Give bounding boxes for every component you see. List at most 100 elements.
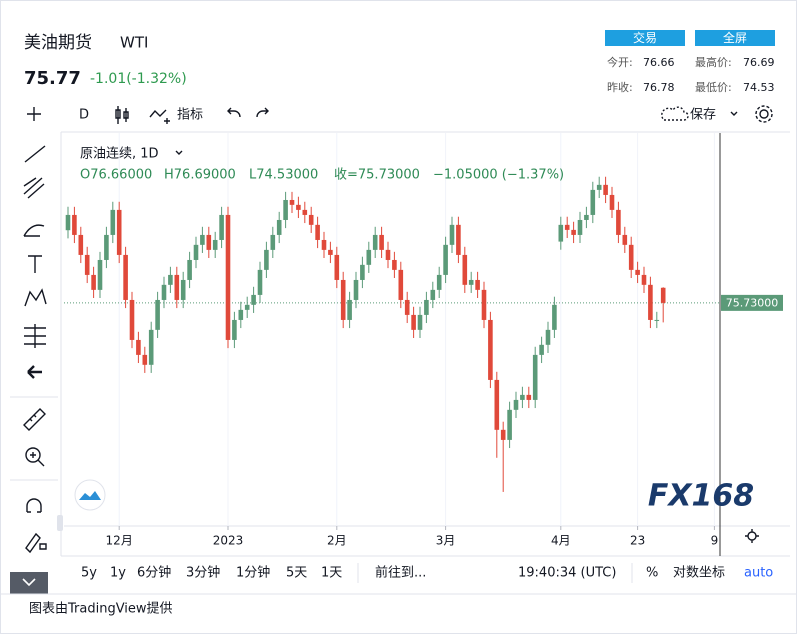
indicators[interactable]: 指标 bbox=[177, 108, 203, 123]
goto[interactable]: 前往到... bbox=[375, 565, 426, 581]
candle-body bbox=[308, 214, 314, 225]
fullscreen-button[interactable] bbox=[695, 30, 775, 46]
stat-label: 最高价: bbox=[695, 55, 732, 69]
candle-body bbox=[104, 234, 109, 260]
percent-toggle[interactable]: % bbox=[646, 566, 658, 581]
price-label: 75.73000 bbox=[726, 296, 779, 309]
tv-logo[interactable] bbox=[74, 479, 106, 511]
price-label-box bbox=[721, 294, 783, 311]
candle-body bbox=[123, 254, 128, 300]
candle-body bbox=[366, 249, 372, 265]
candle-body bbox=[494, 379, 500, 430]
range-5d[interactable]: 5天 bbox=[286, 566, 307, 581]
candle-body bbox=[72, 214, 77, 235]
crosshair-icon[interactable] bbox=[27, 107, 41, 121]
forecast-icon[interactable] bbox=[24, 324, 46, 348]
settings-icon[interactable] bbox=[759, 109, 769, 119]
candle-body bbox=[526, 394, 532, 400]
candles-icon[interactable] bbox=[115, 106, 129, 124]
x-tick-label: 2月 bbox=[327, 534, 347, 548]
settings-icon[interactable] bbox=[755, 105, 773, 123]
fullscreen-button-label[interactable]: 全屏 bbox=[723, 30, 747, 45]
undo-icon[interactable] bbox=[227, 107, 241, 118]
pattern-icon[interactable] bbox=[24, 288, 47, 307]
x-tick-label: 12月 bbox=[106, 534, 133, 548]
tv-logo-mark[interactable] bbox=[79, 491, 101, 500]
candle-body bbox=[257, 269, 263, 295]
brush-icon[interactable] bbox=[23, 224, 45, 237]
candle-body bbox=[347, 299, 352, 320]
chart-title: 原油连续, 1D bbox=[80, 146, 159, 162]
bottom-bar: 5y 1y 6分钟 3分钟 1分钟 5天 1天 前往到... 19:40:34 … bbox=[0, 563, 797, 617]
collapse-button[interactable] bbox=[10, 572, 48, 594]
range-5y[interactable]: 5y bbox=[81, 566, 97, 581]
candle-body bbox=[136, 339, 141, 355]
axis-settings-icon[interactable] bbox=[745, 529, 759, 543]
credit: 图表由TradingView提供 bbox=[29, 601, 173, 617]
stat-value: 76.66 bbox=[643, 56, 675, 69]
x-tick-label: 23 bbox=[630, 534, 645, 548]
back-icon[interactable] bbox=[27, 365, 42, 379]
range-1y[interactable]: 1y bbox=[110, 566, 126, 581]
trend-icon[interactable] bbox=[24, 145, 46, 163]
trade-button[interactable] bbox=[605, 30, 685, 46]
candle-body bbox=[564, 224, 570, 230]
candle-body bbox=[596, 184, 602, 190]
candle-body bbox=[289, 199, 295, 205]
ruler-icon[interactable] bbox=[23, 408, 46, 431]
text-icon[interactable] bbox=[28, 255, 42, 273]
candle-body bbox=[372, 234, 378, 250]
interval-menu[interactable] bbox=[175, 150, 183, 155]
candle-body bbox=[200, 234, 205, 245]
cloud-icon[interactable] bbox=[661, 106, 689, 121]
range-3m[interactable]: 3分钟 bbox=[186, 565, 220, 581]
candle-body bbox=[539, 344, 544, 355]
candle-body bbox=[334, 254, 340, 280]
candle-body bbox=[340, 279, 346, 320]
candle-body bbox=[571, 229, 576, 235]
log-toggle[interactable]: 对数坐标 bbox=[673, 566, 725, 581]
candle-body bbox=[219, 214, 224, 240]
save-menu[interactable] bbox=[730, 111, 738, 116]
lock-draw-icon[interactable] bbox=[25, 532, 47, 554]
stat-label: 最低价: bbox=[695, 81, 732, 94]
symbol: WTI bbox=[120, 34, 148, 52]
range-1m[interactable]: 1分钟 bbox=[236, 565, 270, 581]
trade-button-label[interactable]: 交易 bbox=[633, 30, 657, 45]
candle-body bbox=[174, 274, 180, 300]
range-6m[interactable]: 6分钟 bbox=[137, 565, 171, 581]
candle-body bbox=[65, 214, 71, 231]
candle-body bbox=[635, 269, 640, 275]
candle-body bbox=[603, 184, 608, 195]
fib-icon[interactable] bbox=[23, 177, 45, 199]
candle-body bbox=[449, 224, 455, 245]
panel-handle[interactable] bbox=[57, 515, 63, 531]
candle-body bbox=[321, 239, 327, 250]
candle-body bbox=[628, 244, 634, 270]
legend-high: H76.69000 bbox=[164, 168, 236, 183]
range-1d[interactable]: 1天 bbox=[321, 566, 342, 581]
save[interactable]: 保存 bbox=[690, 108, 716, 123]
candle-body bbox=[475, 279, 480, 290]
candle-body bbox=[91, 274, 96, 290]
candle-body bbox=[283, 199, 288, 220]
magnet-icon[interactable] bbox=[26, 498, 42, 513]
auto-toggle[interactable]: auto bbox=[744, 566, 773, 581]
candle-body bbox=[641, 274, 647, 285]
candle-body bbox=[296, 204, 301, 210]
interval[interactable]: D bbox=[79, 108, 89, 123]
zoom-icon[interactable] bbox=[25, 447, 41, 463]
candle-body bbox=[84, 254, 90, 275]
candle-body bbox=[206, 234, 212, 250]
indicator-icon[interactable] bbox=[149, 109, 170, 124]
candle-body bbox=[392, 259, 397, 270]
x-tick-label: 4月 bbox=[551, 534, 571, 548]
candle-body bbox=[443, 244, 448, 275]
candle-body bbox=[168, 274, 173, 285]
candle-body bbox=[481, 289, 487, 320]
candle-body bbox=[532, 354, 538, 400]
zoom-icon[interactable] bbox=[30, 452, 45, 467]
collapse-icon[interactable] bbox=[22, 578, 36, 587]
